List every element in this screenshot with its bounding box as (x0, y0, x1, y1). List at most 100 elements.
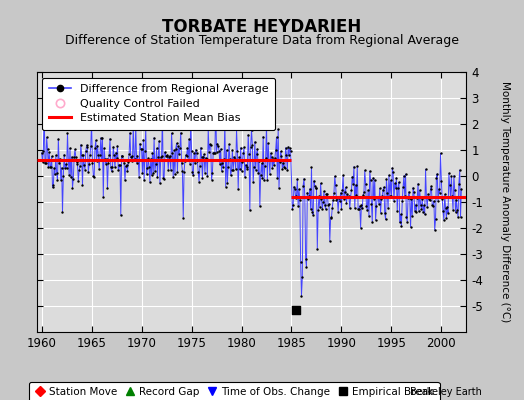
Point (149, 170, 157, 176)
Point (241, 174, 249, 180)
Point (360, 189, 368, 196)
Point (373, 194, 381, 200)
Point (202, 154, 210, 161)
Point (263, 177, 271, 184)
Point (352, 182, 360, 188)
Point (213, 140, 222, 147)
Point (363, 207, 372, 213)
Point (283, 166, 291, 173)
Point (181, 152, 190, 158)
Point (101, 156, 109, 162)
Point (238, 158, 247, 165)
Point (232, 126, 241, 132)
Point (455, 167, 464, 173)
Point (277, 148, 285, 155)
Point (226, 156, 234, 162)
Point (245, 151, 253, 157)
Point (379, 187, 387, 193)
Point (178, 160, 186, 166)
Point (117, 152, 126, 159)
Point (302, 264, 311, 270)
Point (408, 213, 417, 219)
Point (222, 183, 230, 190)
Point (180, 168, 188, 175)
Point (233, 148, 242, 154)
Point (288, 206, 297, 212)
Point (61, 165, 69, 172)
Point (406, 194, 414, 201)
Point (206, 141, 214, 148)
Point (333, 194, 342, 201)
Point (56, 156, 64, 162)
Point (151, 168, 159, 174)
Point (355, 206, 363, 212)
Point (268, 165, 277, 172)
Point (97, 157, 106, 164)
Point (325, 201, 333, 207)
Point (102, 161, 110, 167)
Point (421, 166, 430, 172)
Point (136, 140, 144, 147)
Point (112, 149, 120, 156)
Point (434, 198, 442, 204)
Point (254, 170, 263, 176)
Point (308, 208, 316, 215)
Point (162, 153, 171, 160)
Point (165, 153, 173, 160)
Point (356, 224, 365, 231)
Point (123, 168, 132, 174)
Point (352, 192, 361, 198)
Point (431, 216, 440, 222)
Point (337, 206, 346, 212)
Point (198, 174, 206, 181)
Point (127, 153, 136, 159)
Point (127, 154, 135, 160)
Point (296, 197, 304, 204)
Point (366, 177, 375, 184)
Point (148, 150, 157, 156)
Point (270, 162, 278, 168)
Point (341, 188, 349, 195)
Point (343, 191, 352, 197)
Point (253, 146, 261, 152)
Point (374, 194, 383, 200)
Point (161, 149, 169, 156)
Point (103, 185, 112, 192)
Point (396, 211, 405, 218)
Point (370, 176, 379, 183)
Point (133, 160, 141, 166)
Point (137, 146, 145, 152)
Point (294, 202, 302, 209)
Point (175, 151, 183, 157)
Point (438, 196, 446, 202)
Point (232, 166, 240, 172)
Point (188, 148, 196, 154)
Point (185, 136, 193, 142)
Point (312, 185, 321, 192)
Point (121, 177, 129, 183)
Point (451, 186, 459, 193)
Point (398, 198, 407, 204)
Point (231, 156, 239, 162)
Point (430, 198, 438, 204)
Point (432, 174, 441, 181)
Point (314, 207, 322, 213)
Point (274, 126, 282, 132)
Point (444, 210, 452, 216)
Point (74, 178, 82, 184)
Point (39, 148, 48, 154)
Point (160, 176, 168, 182)
Point (247, 126, 256, 133)
Point (252, 167, 260, 173)
Point (75, 167, 83, 173)
Point (356, 203, 364, 209)
Point (342, 200, 351, 206)
Point (53, 177, 62, 183)
Point (223, 180, 232, 186)
Point (285, 152, 293, 159)
Point (309, 212, 318, 218)
Point (269, 156, 277, 162)
Point (336, 190, 345, 196)
Point (440, 217, 448, 224)
Point (172, 140, 181, 146)
